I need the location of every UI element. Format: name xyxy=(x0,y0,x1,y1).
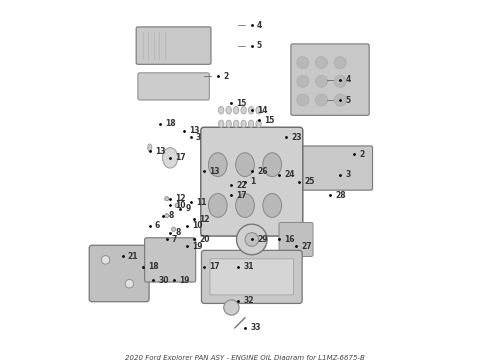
Text: 11: 11 xyxy=(196,198,206,207)
Text: 17: 17 xyxy=(209,262,220,271)
Ellipse shape xyxy=(233,107,239,114)
Text: 27: 27 xyxy=(301,242,312,251)
FancyBboxPatch shape xyxy=(145,238,196,282)
Ellipse shape xyxy=(334,75,346,87)
Text: 10: 10 xyxy=(192,221,203,230)
Text: 15: 15 xyxy=(264,116,274,125)
Ellipse shape xyxy=(297,94,309,106)
FancyBboxPatch shape xyxy=(279,222,313,256)
Ellipse shape xyxy=(224,300,239,315)
Ellipse shape xyxy=(163,148,178,168)
Text: 4: 4 xyxy=(257,21,262,30)
Text: 19: 19 xyxy=(192,242,203,251)
Ellipse shape xyxy=(125,279,134,288)
Text: 32: 32 xyxy=(244,296,254,305)
Text: 30: 30 xyxy=(158,276,169,285)
Ellipse shape xyxy=(237,224,267,255)
Text: 14: 14 xyxy=(257,106,268,115)
Text: 13: 13 xyxy=(155,147,165,156)
Text: 21: 21 xyxy=(128,252,138,261)
FancyBboxPatch shape xyxy=(201,250,302,303)
Ellipse shape xyxy=(233,120,239,127)
Text: 23: 23 xyxy=(291,133,301,142)
Ellipse shape xyxy=(248,120,254,127)
Text: 5: 5 xyxy=(345,95,350,104)
Text: 7: 7 xyxy=(172,235,177,244)
Text: 13: 13 xyxy=(209,167,220,176)
Text: 2: 2 xyxy=(359,150,364,159)
Ellipse shape xyxy=(175,203,179,207)
Ellipse shape xyxy=(236,153,254,176)
Text: 16: 16 xyxy=(284,235,294,244)
FancyBboxPatch shape xyxy=(291,44,369,115)
Text: 25: 25 xyxy=(304,177,315,186)
Text: 12: 12 xyxy=(199,215,210,224)
Text: 15: 15 xyxy=(237,99,247,108)
Text: 19: 19 xyxy=(179,276,189,285)
Ellipse shape xyxy=(248,107,254,114)
Text: 2: 2 xyxy=(223,72,228,81)
Ellipse shape xyxy=(219,107,224,114)
Text: 22: 22 xyxy=(237,181,247,190)
Text: 28: 28 xyxy=(335,191,346,200)
Text: 3: 3 xyxy=(345,170,350,179)
Ellipse shape xyxy=(334,57,346,68)
Ellipse shape xyxy=(226,107,231,114)
Ellipse shape xyxy=(241,107,246,114)
Ellipse shape xyxy=(297,75,309,87)
Ellipse shape xyxy=(245,233,259,246)
Ellipse shape xyxy=(334,94,346,106)
Text: 10: 10 xyxy=(175,201,186,210)
Ellipse shape xyxy=(208,194,227,217)
Text: 29: 29 xyxy=(257,235,268,244)
FancyBboxPatch shape xyxy=(138,73,209,100)
Ellipse shape xyxy=(165,213,169,218)
Text: 13: 13 xyxy=(189,126,199,135)
Ellipse shape xyxy=(316,75,327,87)
Text: 17: 17 xyxy=(237,191,247,200)
FancyBboxPatch shape xyxy=(301,146,372,190)
Ellipse shape xyxy=(147,144,152,152)
Text: 8: 8 xyxy=(169,211,174,220)
Text: 24: 24 xyxy=(284,170,294,179)
FancyBboxPatch shape xyxy=(89,245,149,302)
Text: 26: 26 xyxy=(257,167,268,176)
Text: 18: 18 xyxy=(165,119,176,128)
Ellipse shape xyxy=(263,153,282,176)
Ellipse shape xyxy=(297,57,309,68)
Text: 20: 20 xyxy=(199,235,210,244)
Ellipse shape xyxy=(172,227,175,231)
Ellipse shape xyxy=(165,197,169,201)
Text: 31: 31 xyxy=(244,262,254,271)
Ellipse shape xyxy=(316,57,327,68)
Text: 8: 8 xyxy=(175,228,181,237)
Ellipse shape xyxy=(101,256,110,264)
Text: 6: 6 xyxy=(155,221,160,230)
Text: 5: 5 xyxy=(257,41,262,50)
FancyBboxPatch shape xyxy=(136,27,211,64)
Ellipse shape xyxy=(256,120,261,127)
Text: 1: 1 xyxy=(250,177,255,186)
Text: 17: 17 xyxy=(175,153,186,162)
Ellipse shape xyxy=(256,107,261,114)
Ellipse shape xyxy=(219,120,224,127)
Text: 2020 Ford Explorer PAN ASY - ENGINE OIL Diagram for L1MZ-6675-B: 2020 Ford Explorer PAN ASY - ENGINE OIL … xyxy=(125,355,365,360)
Text: 3: 3 xyxy=(196,133,201,142)
FancyBboxPatch shape xyxy=(210,259,294,295)
Text: 12: 12 xyxy=(175,194,186,203)
Ellipse shape xyxy=(226,120,231,127)
Ellipse shape xyxy=(236,194,254,217)
FancyBboxPatch shape xyxy=(201,127,303,236)
Ellipse shape xyxy=(241,120,246,127)
Text: 18: 18 xyxy=(148,262,159,271)
Text: 33: 33 xyxy=(250,323,261,332)
Ellipse shape xyxy=(208,153,227,176)
Ellipse shape xyxy=(263,194,282,217)
Ellipse shape xyxy=(316,94,327,106)
Text: 9: 9 xyxy=(186,204,191,213)
Text: 4: 4 xyxy=(345,75,350,84)
